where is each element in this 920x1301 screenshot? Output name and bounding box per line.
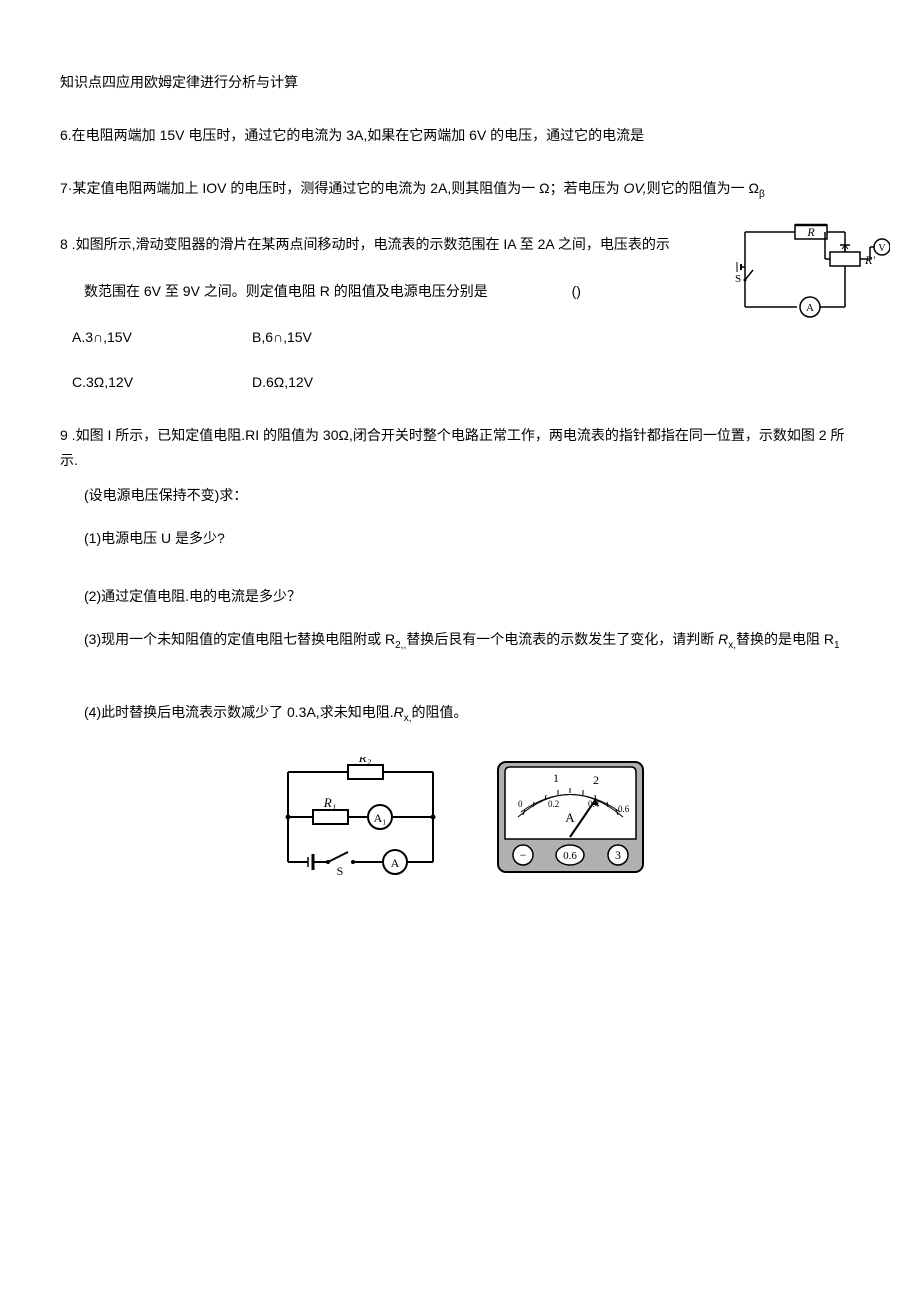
q8-circuit-diagram: R R' V A S [735,222,890,322]
q7-suffix: 则它的阻值为一 Ω [647,180,759,196]
meter-val1: 1 [553,771,559,785]
meter-term1: 0.6 [563,850,577,862]
q8-line2-row: 数范围在 6V 至 9V 之间。则定值电阻 R 的阻值及电源电压分别是 () [60,279,710,304]
q8-line2: 数范围在 6V 至 9V 之间。则定值电阻 R 的阻值及电源电压分别是 [84,283,488,299]
q9-line1: .如图 I 所示，已知定值电阻.RI 的阻值为 30Ω,闭合开关时整个电路正常工… [60,427,844,468]
q9-sub5-italic: R [394,704,404,720]
meter-minus: − [519,848,526,862]
meter-small1: 0 [518,799,523,809]
q8-num: 8 [60,236,68,252]
q9-num: 9 [60,427,68,443]
q9-r2-label: R₂ [357,757,371,765]
q9-sub4-sub2: x, [728,640,736,651]
q8-v-label: V [878,243,886,254]
q9-a1-label: A₁ [373,811,386,825]
q8-opt-a: A.3∩,15V [72,325,252,350]
meter-term2: 3 [615,848,621,862]
meter-a-label: A [565,810,575,825]
meter-small4: 0.6 [618,804,630,814]
question-7: 7·某定值电阻两端加上 IOV 的电压时，测得通过它的电流为 2A,则其阻值为一… [60,176,860,204]
q8-opt-c: C.3Ω,12V [72,370,252,395]
q9-images: R₂ R₁ A₁ S A [60,757,860,877]
q8-opt-d: D.6Ω,12V [252,370,432,395]
q9-r1-label: R₁ [322,795,335,810]
q9-a-label: A [390,856,399,870]
q9-sub4-suffix: 替换的是电阻 R [736,631,834,647]
q8-r-label: R [806,225,815,239]
q9-sub4-mid: 替换后艮有一个电流表的示数发生了变化，请判断 [406,631,718,647]
q7-sub: β [759,189,765,200]
q6-text: 6.在电阻两端加 15V 电压时，通过它的电流为 3A,如果在它两端加 6V 的… [60,127,644,143]
q8-paren: () [572,279,581,304]
q8-options-row1: A.3∩,15V B,6∩,15V [60,325,710,350]
q9-sub4-prefix: (3)现用一个未知阻值的定值电阻七替换电阻附或 R [84,631,395,647]
q8-line1: .如图所示,滑动变阻器的滑片在某两点间移动时，电流表的示数范围在 IA 至 2A… [68,236,670,252]
q9-sub4-sub3: 1 [834,640,840,651]
q8-a-label: A [806,302,814,314]
section-title: 知识点四应用欧姆定律进行分析与计算 [60,70,860,95]
q9-circuit-diagram: R₂ R₁ A₁ S A [273,757,453,877]
q7-italic: OV, [624,180,647,196]
q9-sub4: (3)现用一个未知阻值的定值电阻七替换电阻附或 R2,,替换后艮有一个电流表的示… [60,627,860,655]
q8-options-row2: C.3Ω,12V D.6Ω,12V [60,370,710,395]
q9-sub5-prefix: (4)此时替换后电流表示数减少了 0.3A,求未知电阻. [84,704,394,720]
q9-sub3: (2)通过定值电阻.电的电流是多少？ [60,584,860,609]
q8-s-label: S [735,273,741,285]
question-6: 6.在电阻两端加 15V 电压时，通过它的电流为 3A,如果在它两端加 6V 的… [60,123,860,148]
q8-opt-b: B,6∩,15V [252,325,432,350]
q9-sub4-italic1: R [718,631,728,647]
q9-ammeter-diagram: 1 2 0 0.2 0.4 0.6 A − 0.6 3 [493,757,648,877]
question-8: 8 .如图所示,滑动变阻器的滑片在某两点间移动时，电流表的示数范围在 IA 至 … [60,232,860,395]
q8-text-area: 8 .如图所示,滑动变阻器的滑片在某两点间移动时，电流表的示数范围在 IA 至 … [60,232,710,395]
question-9: 9 .如图 I 所示，已知定值电阻.RI 的阻值为 30Ω,闭合开关时整个电路正… [60,423,860,878]
q9-sub1: (设电源电压保持不变)求： [60,483,860,508]
q7-prefix: 7·某定值电阻两端加上 IOV 的电压时，测得通过它的电流为 2A,则其阻值为一… [60,180,624,196]
q9-sub5-suffix: 的阻值。 [411,704,467,720]
meter-small2: 0.2 [548,799,559,809]
q9-sub2: (1)电源电压 U 是多少? [60,526,860,551]
q9-s-label: S [336,864,343,877]
q9-sub4-sub1: 2,, [395,640,406,651]
meter-val2: 2 [593,773,599,787]
q9-sub5: (4)此时替换后电流表示数减少了 0.3A,求未知电阻.Rx,的阻值。 [60,700,860,728]
